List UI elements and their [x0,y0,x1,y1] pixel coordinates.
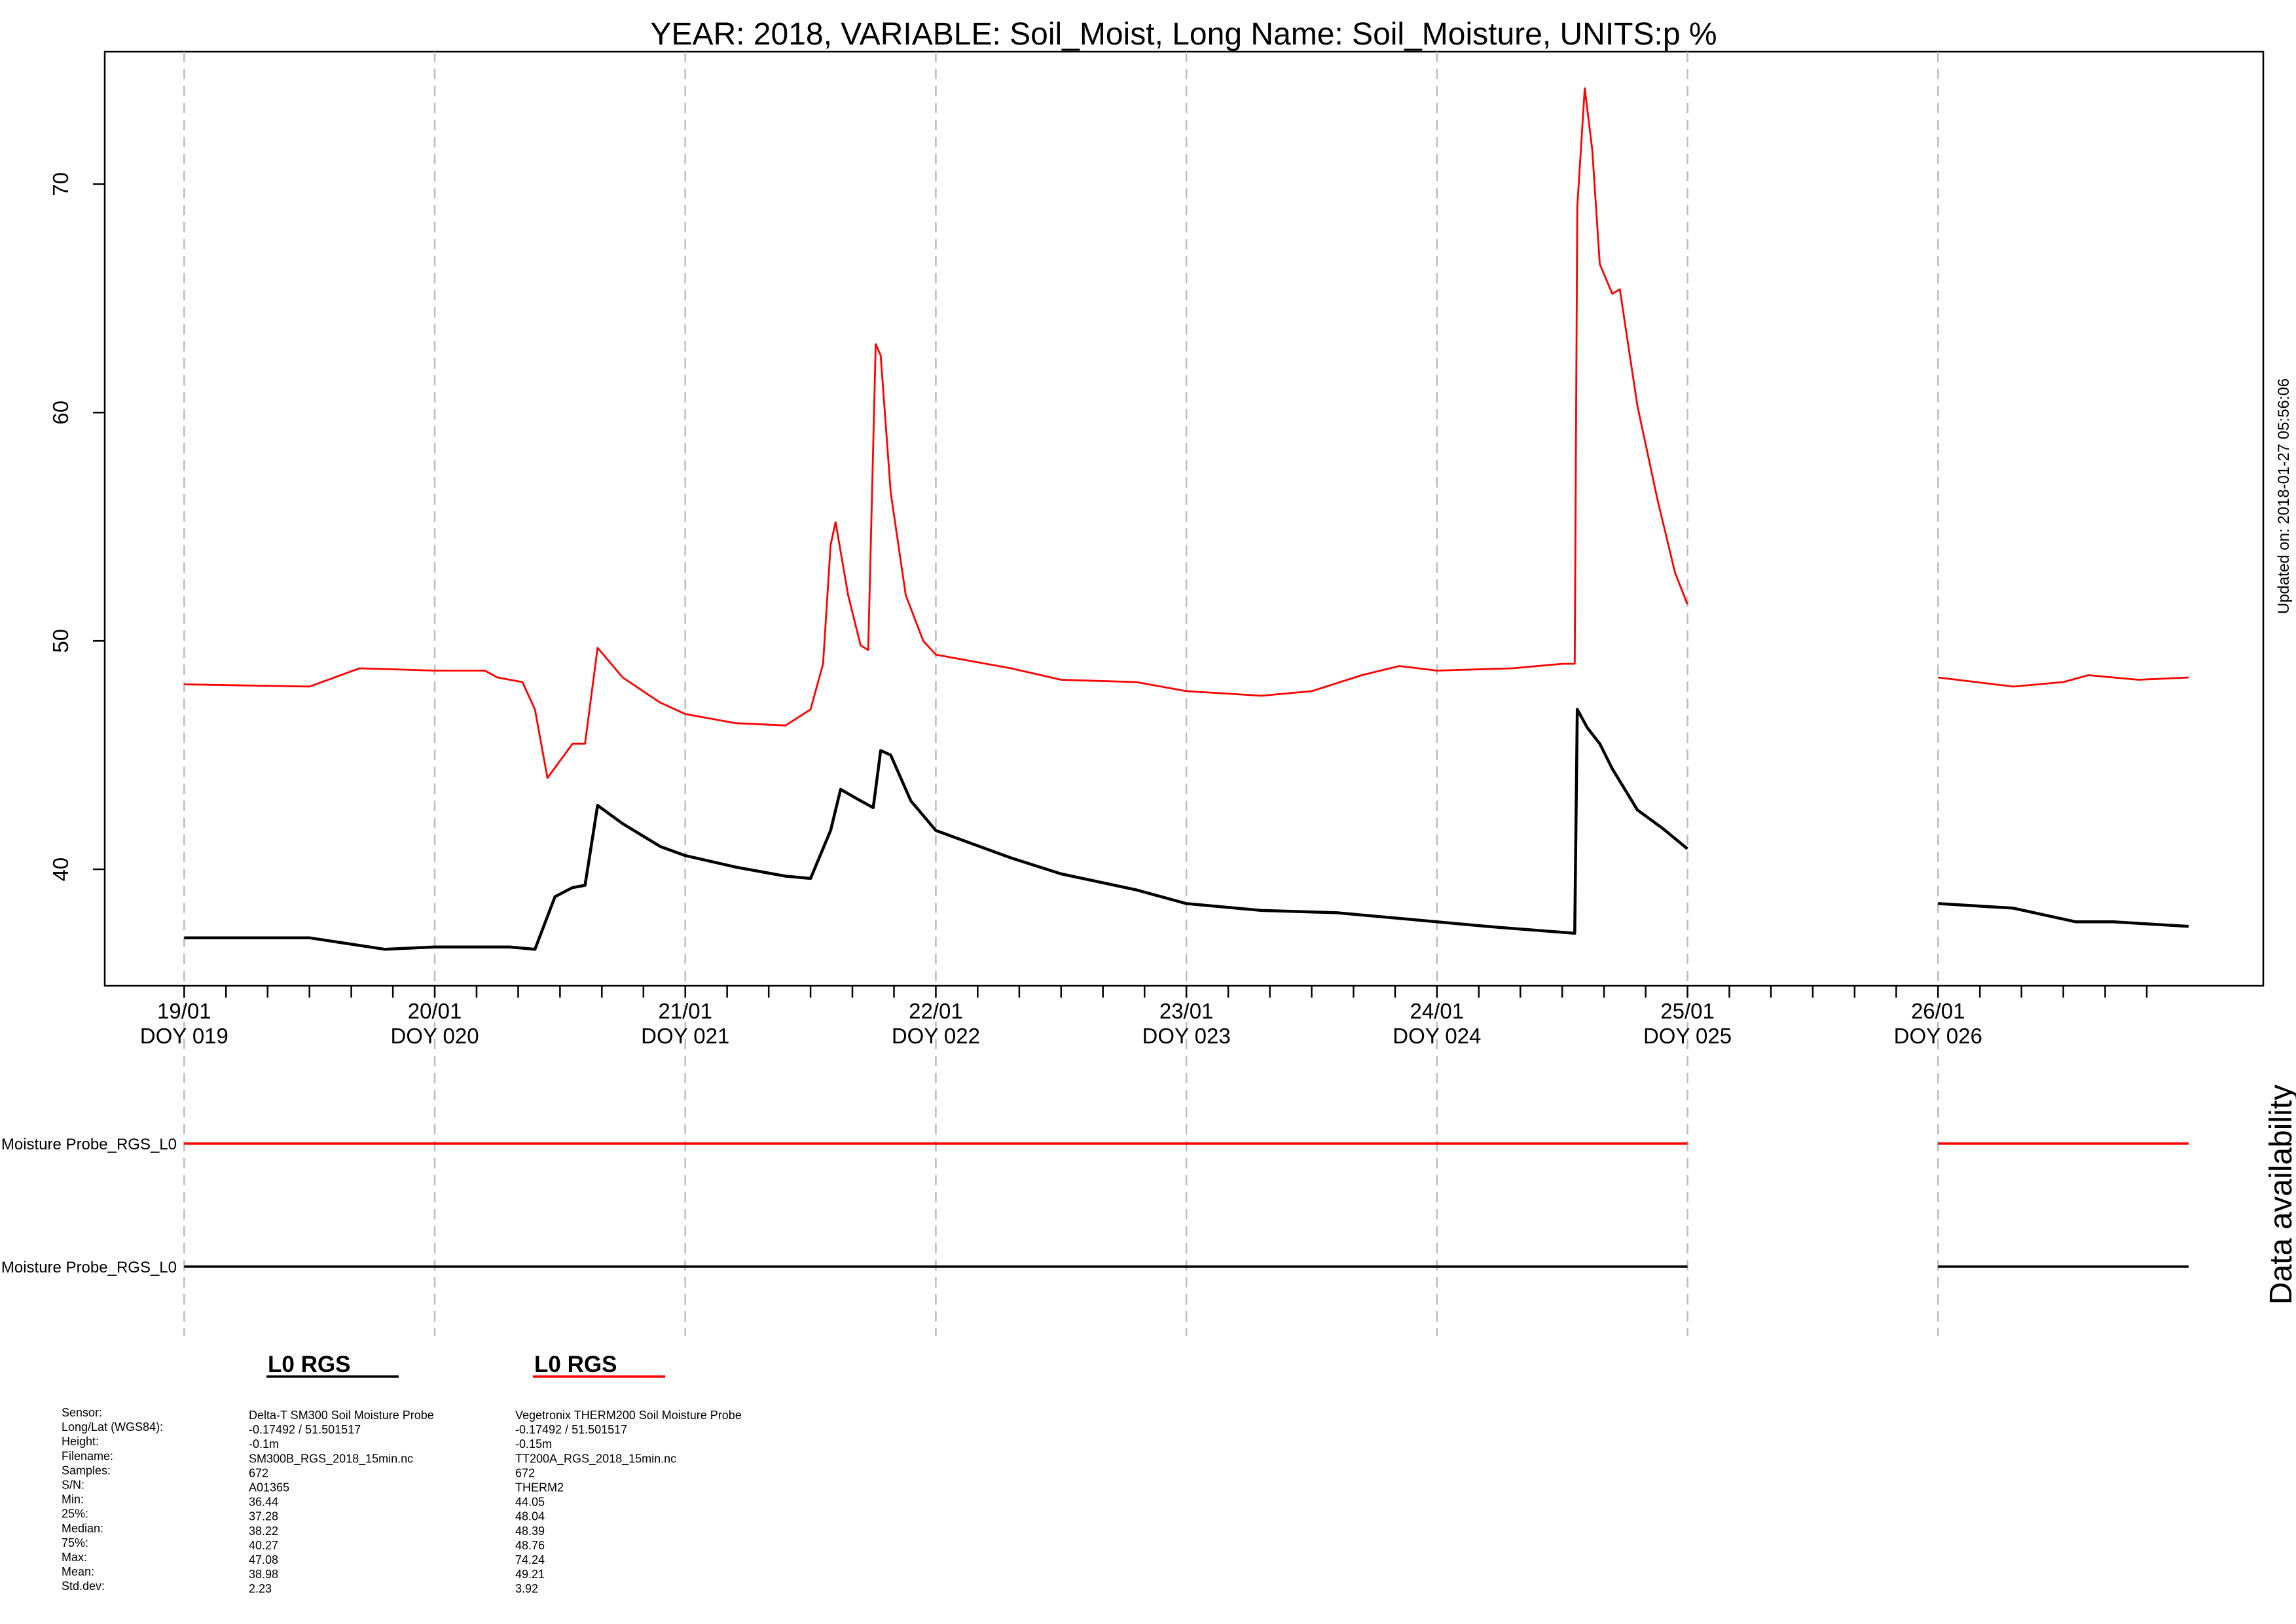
info-label: S/N: [62,1479,84,1492]
info-label: Max: [62,1551,87,1564]
x-tick-sublabel: DOY 021 [641,1024,729,1048]
y-tick-label: 60 [48,401,73,425]
y-tick-label: 40 [48,857,73,882]
x-tick-sublabel: DOY 020 [390,1024,479,1048]
info-value: 38.22 [249,1525,278,1538]
info-label: Samples: [62,1464,111,1477]
x-tick-label: 25/01 [1660,999,1715,1023]
info-value: -0.1m [249,1437,279,1451]
info-value: 672 [249,1466,268,1479]
x-tick-label: 20/01 [408,999,462,1023]
info-value: 48.39 [515,1525,545,1538]
x-tick-label: 21/01 [658,999,712,1023]
info-label: Min: [62,1493,84,1506]
info-value: 672 [515,1466,535,1479]
x-tick-label: 23/01 [1159,999,1214,1023]
info-label: Sensor: [62,1406,102,1419]
info-value: Vegetronix THERM200 Soil Moisture Probe [515,1409,742,1422]
info-value: 3.92 [515,1582,538,1595]
info-value: Delta-T SM300 Soil Moisture Probe [249,1409,434,1422]
info-label: Long/Lat (WGS84): [62,1420,163,1434]
x-tick-label: 22/01 [909,999,963,1023]
info-value: 49.21 [515,1568,545,1581]
info-value: 36.44 [249,1496,278,1509]
x-tick-sublabel: DOY 022 [892,1024,980,1048]
info-value: -0.15m [515,1437,552,1451]
plot-frame [103,50,2265,987]
legend-label: L0 RGS [268,1352,350,1377]
info-value: TT200A_RGS_2018_15min.nc [515,1452,676,1466]
x-tick-sublabel: DOY 019 [140,1024,228,1048]
x-tick-sublabel: DOY 025 [1643,1024,1732,1048]
info-label: 25%: [62,1507,88,1521]
x-tick-label: 19/01 [157,999,211,1023]
info-label: Mean: [62,1565,94,1578]
info-value: -0.17492 / 51.501517 [249,1423,361,1436]
info-label: 75%: [62,1536,88,1549]
info-label: Height: [62,1435,99,1448]
y-tick-label: 70 [48,172,73,196]
availability-label: l Moisture Probe_RGS_L0 [0,1259,177,1276]
info-value: 48.76 [515,1539,545,1552]
info-value: 2.23 [249,1582,272,1595]
x-tick-sublabel: DOY 026 [1894,1024,1982,1048]
info-label: Median: [62,1522,103,1535]
availability-title: Data availability [2264,1085,2296,1305]
info-value: 74.24 [515,1553,545,1566]
chart-title: YEAR: 2018, VARIABLE: Soil_Moist, Long N… [650,17,1717,52]
x-tick-label: 26/01 [1911,999,1965,1023]
info-value: 37.28 [249,1510,278,1523]
info-label: Filename: [62,1449,113,1462]
info-value: 38.98 [249,1568,278,1581]
info-label: Std.dev: [62,1579,105,1593]
legend-label: L0 RGS [534,1352,617,1377]
info-value: 47.08 [249,1553,278,1566]
x-tick-label: 24/01 [1410,999,1465,1023]
series-line [184,87,2189,779]
info-value: 40.27 [249,1539,278,1552]
series-line [184,708,2189,951]
x-tick-sublabel: DOY 024 [1393,1024,1481,1048]
info-value: SM300B_RGS_2018_15min.nc [249,1452,413,1466]
info-value: 44.05 [515,1496,545,1509]
availability-label: l Moisture Probe_RGS_L0 [0,1136,177,1153]
y-tick-label: 50 [48,629,73,653]
info-value: A01365 [249,1481,289,1494]
info-value: THERM2 [515,1481,564,1494]
x-tick-sublabel: DOY 023 [1142,1024,1231,1048]
update-note: Updated on: 2018-01-27 05:56:06 [2275,378,2293,614]
info-value: 48.04 [515,1510,545,1523]
info-value: -0.17492 / 51.501517 [515,1423,627,1436]
